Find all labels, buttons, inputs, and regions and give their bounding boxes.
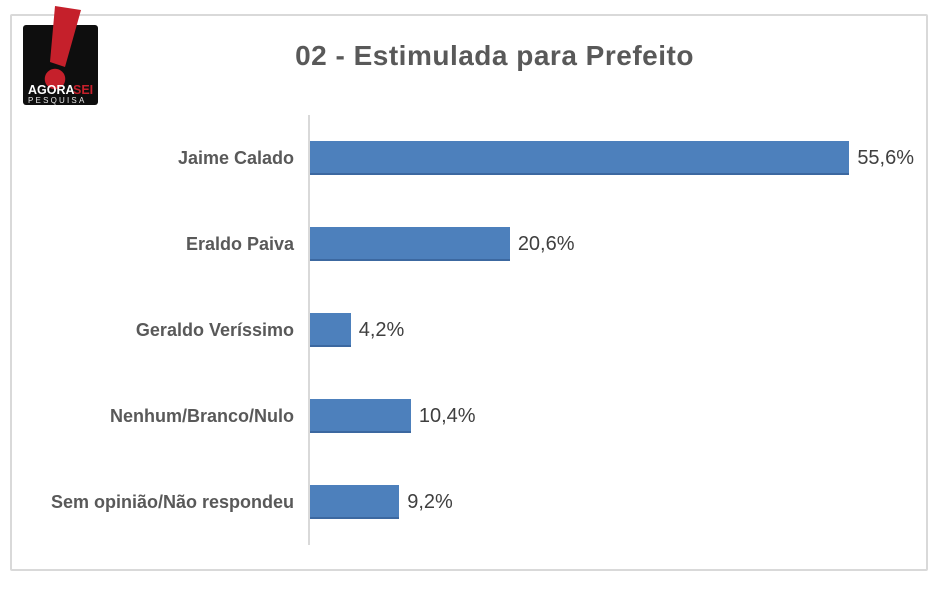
bar <box>310 399 411 433</box>
chart-plot-area: Jaime Calado 55,6% Eraldo Paiva 20,6% Gerald… <box>12 115 917 545</box>
bar-cell: 9,2% <box>308 459 917 545</box>
value-label: 10,4% <box>418 404 476 427</box>
chart-row: Eraldo Paiva 20,6% <box>12 201 917 287</box>
bar <box>310 227 510 261</box>
chart-frame <box>10 14 928 571</box>
bar <box>310 141 850 175</box>
value-label: 20,6% <box>517 232 575 255</box>
bar-cell: 10,4% <box>308 373 917 459</box>
value-label: 55,6% <box>857 146 915 169</box>
chart-row: Sem opinião/Não respondeu 9,2% <box>12 459 917 545</box>
chart-row: Jaime Calado 55,6% <box>12 115 917 201</box>
category-label: Eraldo Paiva <box>185 233 294 254</box>
chart-row: Geraldo Veríssimo 4,2% <box>12 287 917 373</box>
chart-row: Nenhum/Branco/Nulo 10,4% <box>12 373 917 459</box>
bar <box>310 485 400 519</box>
agora-sei-logo: AGORA SEI PESQUISA <box>23 6 98 105</box>
logo-text-agora: AGORA <box>28 83 75 97</box>
value-label: 9,2% <box>407 490 453 513</box>
bar-cell: 55,6% <box>308 115 917 201</box>
category-label: Geraldo Veríssimo <box>135 319 294 340</box>
logo-text-sei: SEI <box>73 83 93 97</box>
category-label: Sem opinião/Não respondeu <box>50 491 294 512</box>
value-label: 4,2% <box>358 318 405 341</box>
chart-title: 02 - Estimulada para Prefeito <box>295 40 694 71</box>
category-label: Nenhum/Branco/Nulo <box>109 405 294 426</box>
exclamation-dot-icon <box>43 67 67 91</box>
bar-cell: 20,6% <box>308 201 917 287</box>
bar-cell: 4,2% <box>308 287 917 373</box>
exclamation-icon <box>50 6 81 67</box>
logo-text-pesquisa: PESQUISA <box>28 96 87 105</box>
category-label: Jaime Calado <box>177 147 294 168</box>
bar <box>310 313 351 347</box>
